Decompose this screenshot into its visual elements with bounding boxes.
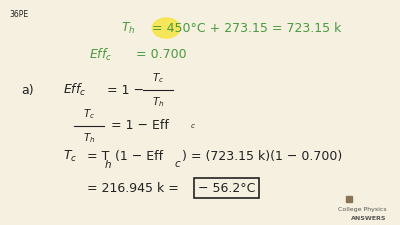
Text: = T: = T <box>87 151 109 163</box>
Text: $Eff_c$: $Eff_c$ <box>63 82 86 98</box>
Text: $_c$: $_c$ <box>190 121 196 131</box>
Text: $T_h$: $T_h$ <box>120 20 135 36</box>
Text: = 216.945 k =: = 216.945 k = <box>87 182 183 195</box>
Text: $Eff_c$: $Eff_c$ <box>89 47 112 63</box>
Text: $T_c$: $T_c$ <box>83 107 95 121</box>
Text: $h$: $h$ <box>104 158 112 170</box>
Text: = 1 − Eff: = 1 − Eff <box>111 119 168 132</box>
Text: $T_c$: $T_c$ <box>63 149 77 164</box>
Text: 36PE: 36PE <box>9 10 28 19</box>
Text: College Physics: College Physics <box>338 207 387 212</box>
Text: ) = (723.15 k)(1 − 0.700): ) = (723.15 k)(1 − 0.700) <box>182 151 342 163</box>
Text: − 56.2°C: − 56.2°C <box>198 182 255 195</box>
Text: $T_c$: $T_c$ <box>152 71 164 85</box>
Text: a): a) <box>21 84 34 97</box>
Text: ANSWERS: ANSWERS <box>351 216 387 221</box>
Text: = 450°C + 273.15 = 723.15 k: = 450°C + 273.15 = 723.15 k <box>152 22 342 35</box>
Text: $T_h$: $T_h$ <box>152 96 164 109</box>
Ellipse shape <box>152 18 180 38</box>
Text: = 0.700: = 0.700 <box>136 48 187 61</box>
Text: = 1 −: = 1 − <box>107 84 144 97</box>
Text: $c$: $c$ <box>174 159 182 169</box>
Text: (1 − Eff: (1 − Eff <box>114 151 163 163</box>
Text: $T_h$: $T_h$ <box>82 131 95 145</box>
